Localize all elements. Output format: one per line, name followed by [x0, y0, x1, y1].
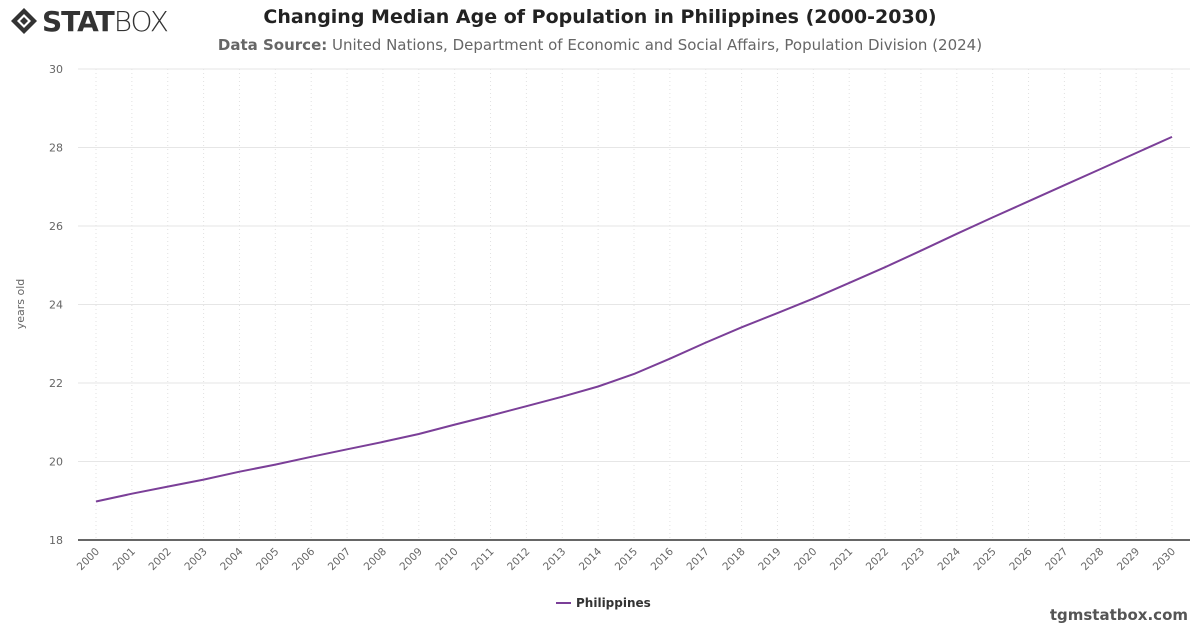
x-tick-label: 2004 — [218, 545, 246, 573]
x-tick-label: 2025 — [971, 546, 998, 573]
x-tick-label: 2030 — [1151, 546, 1178, 573]
x-tick-label: 2026 — [1007, 545, 1035, 573]
x-tick-label: 2000 — [75, 546, 102, 573]
x-tick-label: 2021 — [828, 546, 855, 573]
x-tick-label: 2006 — [290, 545, 318, 573]
data-source-text: United Nations, Department of Economic a… — [332, 36, 983, 54]
y-tick-label: 26 — [49, 220, 63, 233]
x-tick-label: 2014 — [577, 545, 605, 573]
x-tick-label: 2029 — [1115, 546, 1142, 573]
y-tick-label: 24 — [49, 299, 63, 312]
y-axis-label: years old — [14, 279, 27, 330]
x-tick-label: 2011 — [469, 546, 496, 573]
x-tick-label: 2023 — [900, 546, 927, 573]
x-tick-label: 2016 — [649, 545, 677, 573]
chart-subtitle: Data Source: United Nations, Department … — [0, 36, 1200, 54]
x-tick-label: 2002 — [146, 546, 173, 573]
x-tick-label: 2012 — [505, 546, 532, 573]
y-tick-label: 28 — [49, 142, 63, 155]
x-tick-label: 2020 — [792, 546, 819, 573]
x-tick-label: 2013 — [541, 546, 568, 573]
x-tick-label: 2009 — [398, 546, 425, 573]
x-tick-label: 2018 — [720, 546, 747, 573]
x-tick-label: 2017 — [684, 546, 711, 573]
y-tick-label: 22 — [49, 377, 63, 390]
chart-title: Changing Median Age of Population in Phi… — [263, 6, 937, 28]
logo-text-light: BOX — [113, 4, 169, 38]
x-tick-label: 2007 — [326, 546, 353, 573]
x-tick-label: 2024 — [936, 545, 964, 573]
y-tick-label: 20 — [49, 456, 63, 469]
statbox-logo: STATBOX — [10, 4, 169, 38]
x-tick-label: 2003 — [182, 546, 209, 573]
x-tick-label: 2010 — [433, 546, 460, 573]
legend-item[interactable]: Philippines — [576, 596, 651, 610]
diamond-logo-icon — [11, 8, 37, 34]
x-tick-label: 2019 — [756, 546, 783, 573]
x-tick-label: 2027 — [1043, 546, 1070, 573]
x-tick-label: 2022 — [864, 546, 891, 573]
y-tick-label: 30 — [49, 63, 63, 76]
data-source-label: Data Source: — [217, 36, 328, 54]
x-tick-label: 2008 — [362, 546, 389, 573]
x-tick-label: 2015 — [613, 546, 640, 573]
y-tick-label: 18 — [49, 534, 63, 547]
x-tick-label: 2001 — [111, 546, 138, 573]
logo-text-bold: STAT — [42, 4, 115, 38]
x-tick-label: 2005 — [254, 546, 281, 573]
x-tick-label: 2028 — [1079, 546, 1106, 573]
footer-site[interactable]: tgmstatbox.com — [1049, 606, 1188, 624]
series-line-philippines — [95, 135, 1173, 503]
